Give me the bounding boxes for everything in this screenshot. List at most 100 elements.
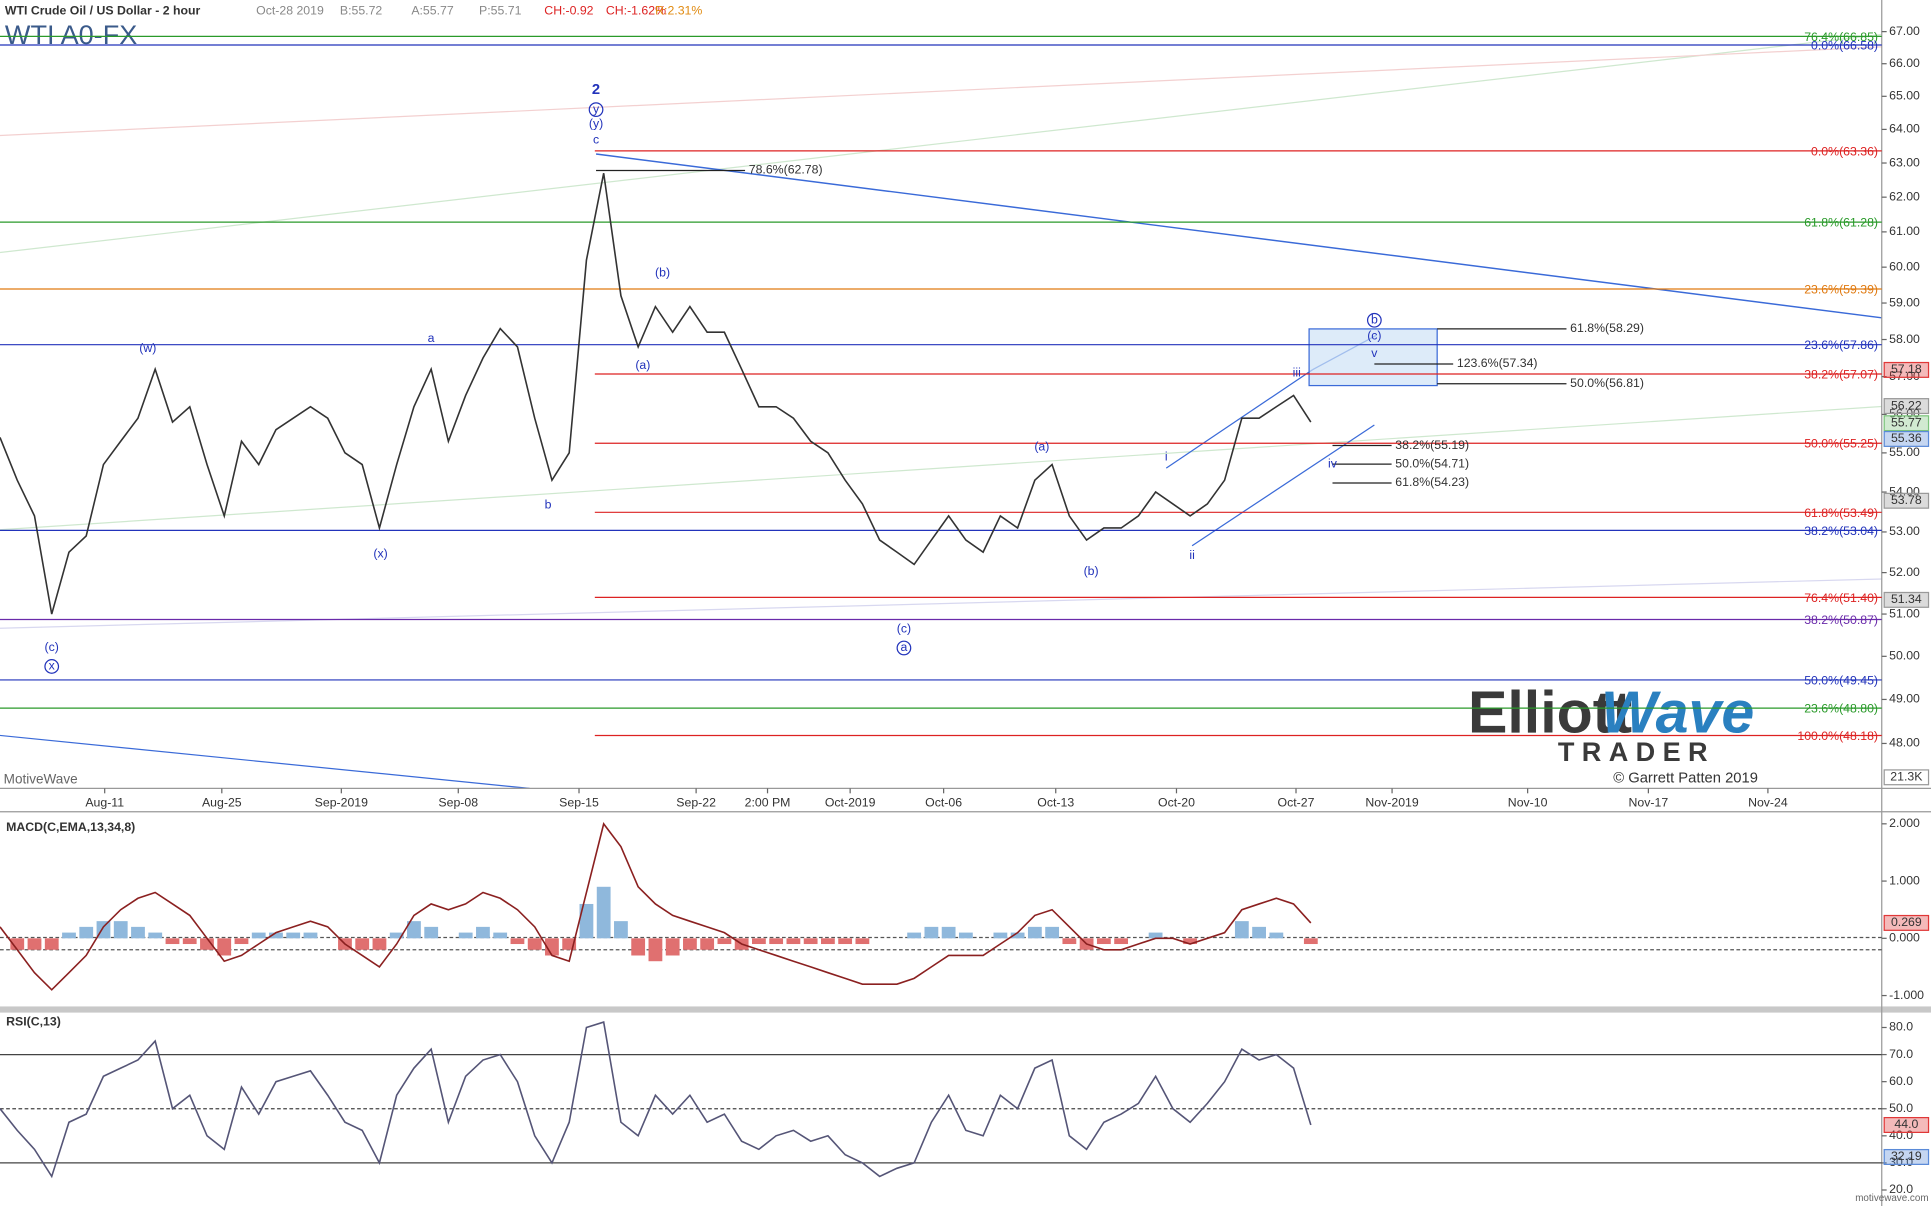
- wave-label: c: [593, 133, 599, 147]
- fib-label: 23.6%(59.39): [1804, 282, 1878, 296]
- wave-label: b: [545, 497, 552, 511]
- x-tick-label: Nov-2019: [1365, 795, 1418, 809]
- x-tick-label: 2:00 PM: [745, 795, 791, 809]
- x-tick-label: Oct-2019: [825, 795, 876, 809]
- price-tag-label: 55.77: [1891, 415, 1922, 429]
- histogram-bar: [527, 938, 542, 950]
- histogram-bar: [217, 938, 232, 956]
- price-tag-label: 44.0: [1894, 1117, 1918, 1131]
- y-tick-label: 67.00: [1889, 24, 1920, 38]
- projection-label: 61.8%(58.29): [1570, 321, 1644, 335]
- histogram-bar: [407, 921, 421, 939]
- price-tag: [1883, 1148, 1930, 1165]
- x-tick-label: Oct-20: [1158, 795, 1195, 809]
- fib-label: 50.0%(49.45): [1804, 673, 1878, 687]
- x-tick-label: Sep-15: [559, 795, 599, 809]
- x-tick-label: Aug-11: [85, 795, 124, 809]
- x-tick-label: Aug-25: [202, 795, 242, 809]
- histogram-bar: [1114, 938, 1129, 945]
- histogram-bar: [907, 932, 922, 939]
- fib-label: 23.6%(48.80): [1804, 702, 1878, 716]
- histogram-bar: [1148, 932, 1163, 939]
- histogram-bar: [372, 938, 387, 950]
- price-tag-label: 56.22: [1891, 398, 1922, 412]
- histogram-bar: [683, 938, 697, 950]
- y-tick-label: 64.00: [1889, 122, 1920, 136]
- histogram-bar: [113, 921, 128, 939]
- histogram-bar: [1269, 932, 1284, 939]
- wave-label: y: [593, 102, 600, 116]
- histogram-bar: [200, 938, 214, 950]
- histogram-bar: [596, 886, 611, 939]
- histogram-bar: [717, 938, 732, 945]
- y-tick-label: 50.00: [1889, 649, 1920, 663]
- date: Oct-28 2019: [256, 3, 324, 17]
- x-tick-label: Oct-27: [1278, 795, 1315, 809]
- x-tick-label: Nov-10: [1508, 795, 1548, 809]
- histogram-bar: [424, 926, 439, 939]
- y-tick-label: 40.0: [1889, 1128, 1913, 1142]
- fib-label: 100.0%(48.18): [1797, 729, 1878, 743]
- site: motivewave.com: [1855, 1193, 1928, 1204]
- wave-label: i: [1165, 449, 1168, 463]
- trend-line: [0, 405, 1882, 531]
- fib-label: 61.8%(61.28): [1804, 216, 1878, 230]
- histogram-bar: [855, 938, 870, 945]
- y-tick-label: 61.00: [1889, 224, 1920, 238]
- fib-label: 0.0%(63.36): [1811, 144, 1878, 158]
- change-pct: CH:-1.62%: [606, 3, 666, 17]
- y-tick-label: 60.0: [1889, 1074, 1913, 1088]
- x-tick-label: Oct-13: [1037, 795, 1074, 809]
- y-tick-label: 57.00: [1889, 369, 1920, 383]
- wave-circle: [896, 640, 912, 656]
- histogram-bar: [389, 932, 404, 939]
- histogram-bar: [10, 938, 25, 950]
- histogram-bar: [752, 938, 766, 945]
- price-tag-label: 55.36: [1891, 431, 1922, 445]
- volume-label: 21.3K: [1890, 770, 1923, 784]
- wave-label: x: [49, 659, 56, 673]
- wave-label: (a): [1034, 439, 1049, 453]
- logo: Wave: [1601, 679, 1754, 746]
- y-tick-label: 59.00: [1889, 295, 1920, 309]
- instrument: WTI Crude Oil / US Dollar - 2 hour: [5, 3, 201, 17]
- x-tick-label: Sep-2019: [315, 795, 368, 809]
- panel-title: MACD(C,EMA,13,34,8): [6, 820, 135, 834]
- channel-line: [1165, 369, 1314, 469]
- histogram-bar: [838, 938, 853, 945]
- histogram-bar: [786, 938, 801, 945]
- fib-label: 76.4%(51.40): [1804, 591, 1878, 605]
- price-tag: [1883, 914, 1930, 931]
- histogram-bar: [355, 938, 370, 950]
- wave-label: (a): [635, 358, 650, 372]
- x-tick-label: Oct-06: [925, 795, 962, 809]
- x-tick-label: Sep-22: [676, 795, 716, 809]
- price-tag: [1883, 361, 1930, 378]
- histogram-bar: [303, 932, 318, 939]
- histogram-bar: [769, 938, 784, 945]
- price-tag-label: 51.34: [1891, 592, 1922, 606]
- ask: A:55.77: [411, 3, 454, 17]
- fib-label: 76.4%(66.85): [1804, 30, 1878, 44]
- y-tick-label: 65.00: [1889, 89, 1920, 103]
- histogram-bar: [182, 938, 197, 945]
- fib-label: 23.6%(57.86): [1804, 338, 1878, 352]
- fib-label: 38.2%(53.04): [1804, 524, 1878, 538]
- histogram-bar: [803, 938, 818, 945]
- series-line: [0, 1021, 1312, 1179]
- platform: MotiveWave: [4, 771, 78, 786]
- price-tag-label: 0.269: [1891, 915, 1922, 929]
- y-tick-label: 1.000: [1889, 873, 1920, 887]
- histogram-bar: [993, 932, 1008, 939]
- histogram-bar: [269, 932, 283, 939]
- histogram-bar: [614, 921, 628, 939]
- histogram-bar: [631, 938, 646, 956]
- wave-label: 2: [592, 82, 600, 98]
- wave-label: a: [428, 331, 435, 345]
- histogram-bar: [1183, 938, 1198, 945]
- histogram-bar: [1045, 926, 1060, 939]
- fib-label: 50.0%(55.25): [1804, 437, 1878, 451]
- wave-label: iii: [1293, 366, 1301, 380]
- wave-label: b: [1371, 313, 1378, 327]
